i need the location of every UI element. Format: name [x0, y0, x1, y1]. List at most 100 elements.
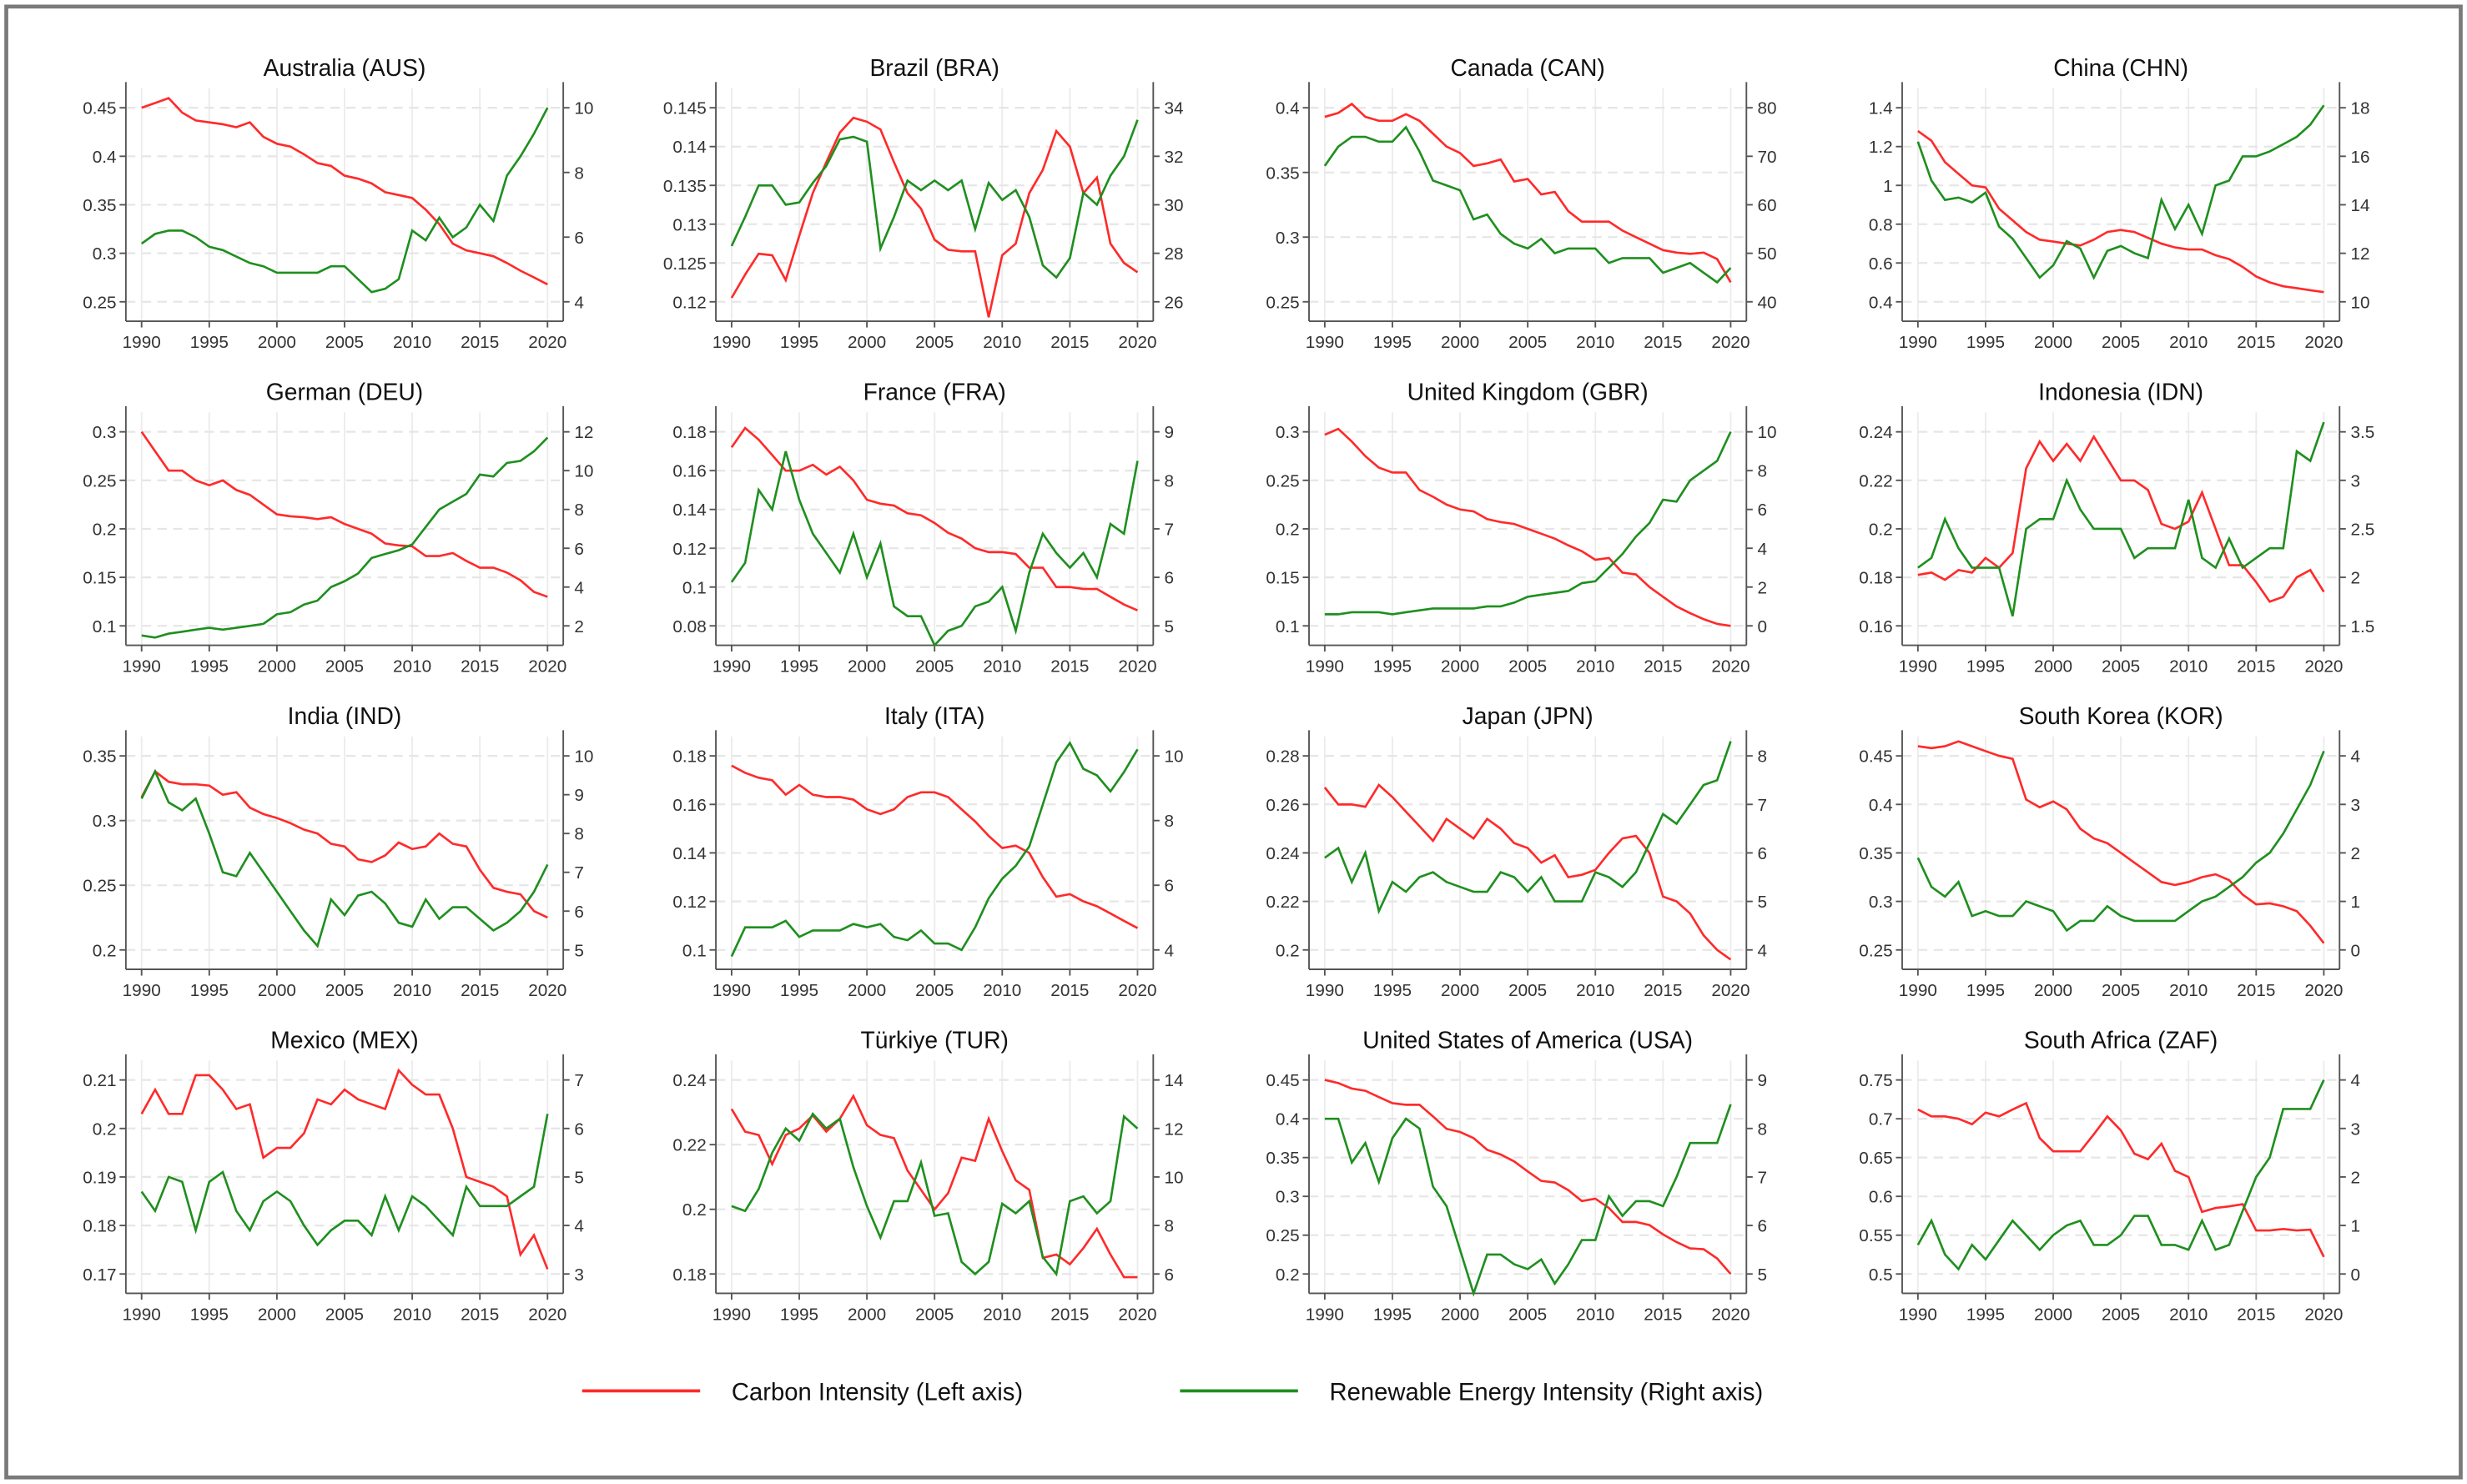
right-tick-label: 10	[1757, 423, 1776, 442]
series-renewable-line	[1324, 1104, 1732, 1297]
x-tick-label: 2020	[1118, 333, 1156, 352]
left-tick-label: 0.8	[1869, 215, 1893, 234]
left-tick-label: 0.2	[1276, 521, 1300, 540]
series-carbon-line	[1917, 1101, 2325, 1258]
x-tick-label: 2015	[1050, 981, 1089, 1000]
x-tick-label: 2015	[1050, 333, 1089, 352]
panel-14: United States of America (USA) 0.2 0.25 0.3…	[1266, 1026, 1767, 1324]
right-tick-label: 3.5	[2350, 423, 2374, 442]
x-tick-label: 2015	[1050, 657, 1089, 677]
right-tick-label: 6	[574, 903, 584, 922]
x-tick-label: 2015	[1644, 333, 1682, 352]
right-tick-label: 12	[574, 423, 593, 442]
panel-title: Brazil (BRA)	[869, 54, 999, 81]
right-tick-label: 5	[574, 941, 584, 960]
x-tick-label: 2010	[983, 981, 1021, 1000]
left-tick-label: 0.3	[1869, 893, 1893, 912]
right-tick-label: 34	[1165, 99, 1184, 118]
x-tick-label: 2015	[2237, 981, 2275, 1000]
left-tick-label: 0.17	[83, 1265, 116, 1285]
right-tick-label: 6	[1165, 569, 1175, 588]
right-tick-label: 6	[574, 540, 584, 559]
right-tick-label: 6	[574, 1119, 584, 1139]
right-tick-label: 8	[574, 163, 584, 183]
right-tick-label: 5	[574, 1168, 584, 1187]
right-tick-label: 5	[1757, 1265, 1767, 1285]
left-tick-label: 0.18	[1859, 569, 1892, 588]
x-tick-label: 2020	[2304, 657, 2343, 677]
x-tick-label: 2010	[2169, 333, 2208, 352]
x-tick-label: 2015	[461, 981, 499, 1000]
x-tick-label: 1990	[712, 1305, 751, 1325]
right-tick-label: 8	[1165, 471, 1175, 490]
x-tick-label: 2010	[393, 981, 431, 1000]
x-tick-label: 1990	[712, 981, 751, 1000]
x-tick-label: 1995	[1966, 657, 2005, 677]
x-tick-label: 2010	[983, 657, 1021, 677]
left-tick-label: 0.22	[1266, 893, 1299, 912]
right-tick-label: 5	[1757, 893, 1767, 912]
left-tick-label: 0.3	[93, 812, 117, 831]
right-tick-label: 2	[2350, 1168, 2360, 1187]
series-carbon-line	[730, 116, 1139, 318]
x-tick-label: 2020	[1118, 1305, 1156, 1325]
x-tick-label: 2020	[1711, 333, 1750, 352]
left-tick-label: 0.24	[672, 1071, 706, 1090]
x-tick-label: 2005	[325, 657, 364, 677]
left-tick-label: 0.1	[682, 578, 707, 597]
right-tick-label: 3	[2350, 796, 2360, 815]
series-renewable-line	[1917, 421, 2325, 616]
left-tick-label: 0.35	[1859, 844, 1892, 863]
right-tick-label: 7	[1757, 1168, 1767, 1187]
left-tick-label: 0.26	[1266, 796, 1299, 815]
x-tick-label: 1995	[1373, 657, 1412, 677]
panel-title: United Kingdom (GBR)	[1407, 378, 1649, 405]
right-tick-label: 7	[574, 863, 584, 883]
right-tick-label: 10	[2350, 293, 2369, 312]
panel-title: Indonesia (IDN)	[2038, 378, 2203, 405]
right-tick-label: 10	[574, 462, 593, 481]
series-carbon-line	[140, 1068, 549, 1270]
right-tick-label: 8	[1165, 812, 1175, 831]
x-tick-label: 2000	[848, 333, 886, 352]
left-tick-label: 0.2	[1869, 521, 1893, 540]
left-tick-label: 0.14	[672, 844, 706, 863]
right-tick-label: 4	[1165, 941, 1175, 960]
x-tick-label: 2000	[848, 657, 886, 677]
left-tick-label: 0.55	[1859, 1226, 1892, 1245]
x-tick-label: 2010	[393, 1305, 431, 1325]
x-tick-label: 1990	[1899, 333, 1937, 352]
left-tick-label: 0.14	[672, 138, 706, 157]
left-tick-label: 0.16	[672, 462, 706, 481]
x-tick-label: 2020	[528, 1305, 566, 1325]
panel-title: Mexico (MEX)	[270, 1026, 418, 1053]
x-tick-label: 2010	[1576, 981, 1614, 1000]
panel-8: India (IND) 0.2 0.25 0.3 0.35 5 6 7 8 9 10 1990 1995…	[83, 702, 593, 1000]
panel-title: Türkiye (TUR)	[860, 1026, 1008, 1053]
right-tick-label: 4	[2350, 747, 2360, 767]
right-tick-label: 3	[2350, 1119, 2360, 1139]
x-tick-label: 1995	[1966, 981, 2005, 1000]
left-tick-label: 0.2	[93, 1119, 117, 1139]
left-tick-label: 0.3	[93, 244, 117, 264]
left-tick-label: 0.12	[672, 293, 706, 312]
panel-title: South Africa (ZAF)	[2024, 1026, 2218, 1053]
figure-border	[4, 4, 2463, 1480]
left-tick-label: 0.4	[1869, 796, 1893, 815]
series-carbon-line	[730, 1094, 1138, 1279]
right-tick-label: 70	[1757, 148, 1776, 167]
series-renewable-line	[730, 119, 1139, 279]
x-tick-label: 1995	[1373, 333, 1412, 352]
left-tick-label: 0.3	[1276, 229, 1300, 248]
left-tick-label: 0.7	[1869, 1110, 1893, 1129]
x-tick-label: 2015	[461, 333, 499, 352]
x-tick-label: 1990	[1306, 981, 1344, 1000]
panel-5: France (FRA) 0.08 0.1 0.12 0.14 0.16 0.18 5 6 7 8 9…	[672, 378, 1174, 676]
left-tick-label: 0.2	[682, 1200, 707, 1220]
x-tick-label: 2020	[1711, 981, 1750, 1000]
series-renewable-line	[730, 450, 1139, 647]
x-tick-label: 2015	[1644, 1305, 1682, 1325]
x-tick-label: 1990	[1899, 981, 1937, 1000]
panel-1: Brazil (BRA) 0.12 0.125 0.13 0.135 0.14 0.145 2…	[663, 54, 1184, 352]
